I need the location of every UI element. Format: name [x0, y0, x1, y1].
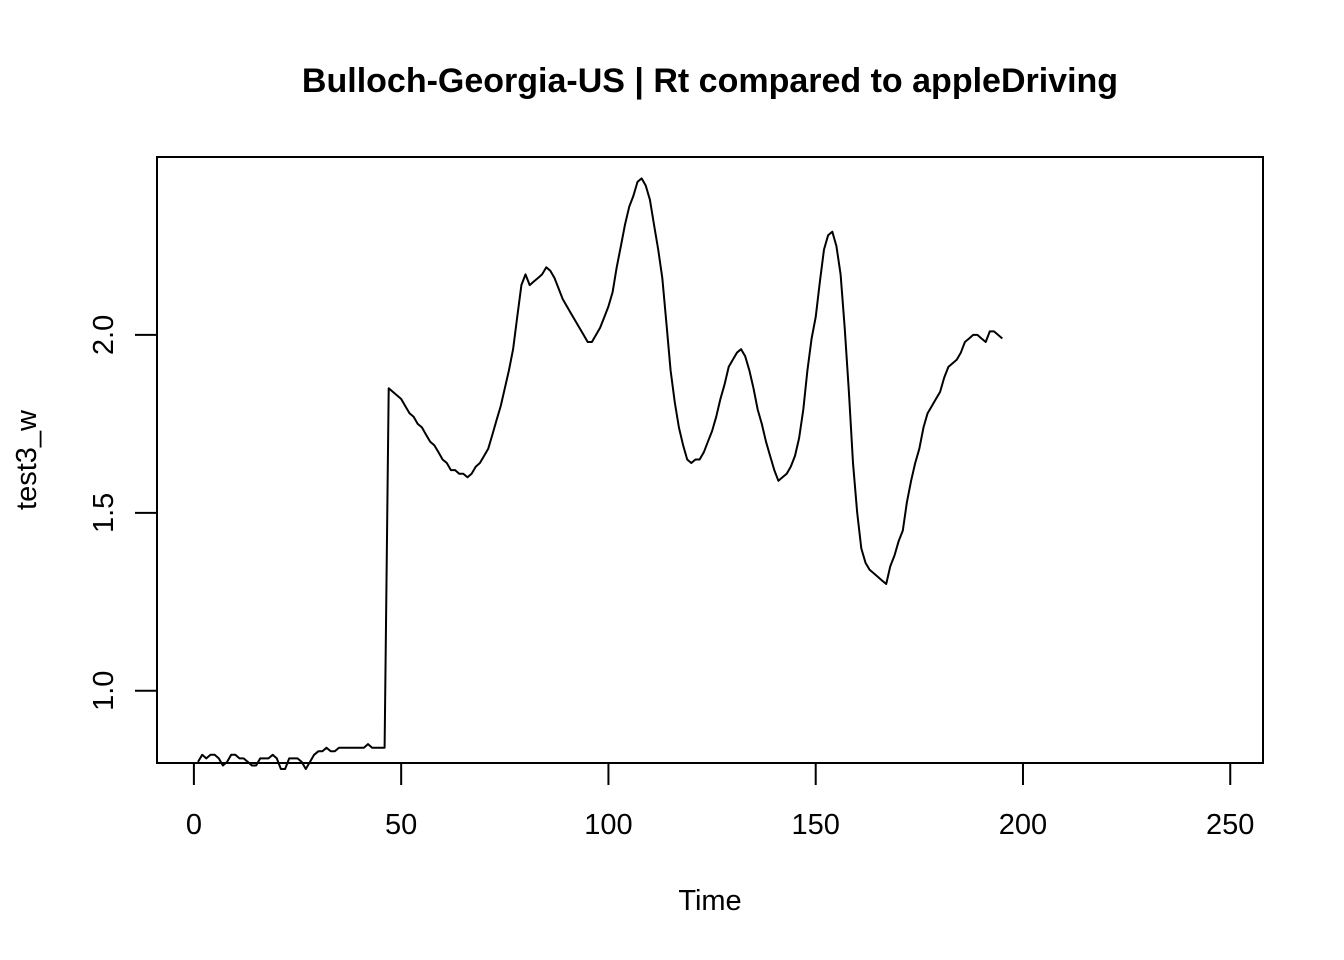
- series-line: [197, 177, 1003, 770]
- plot-frame: [156, 156, 1264, 764]
- chart-title: Bulloch-Georgia-US | Rt compared to appl…: [302, 62, 1118, 100]
- x-tick-label: 150: [792, 809, 840, 841]
- x-axis-label: Time: [678, 885, 741, 917]
- y-tick-label: 1.0: [88, 671, 120, 711]
- y-axis-label: test3_w: [11, 409, 43, 510]
- y-tick-label: 2.0: [88, 315, 120, 355]
- x-tick-label: 50: [385, 809, 417, 841]
- x-tick-label: 200: [999, 809, 1047, 841]
- x-tick-label: 0: [186, 809, 202, 841]
- x-axis: 0 50 100 150 200 250: [186, 762, 1254, 841]
- x-tick-label: 100: [584, 809, 632, 841]
- y-tick-label: 1.5: [88, 493, 120, 533]
- y-axis: 1.0 1.5 2.0: [88, 315, 158, 711]
- x-tick-label: 250: [1206, 809, 1254, 841]
